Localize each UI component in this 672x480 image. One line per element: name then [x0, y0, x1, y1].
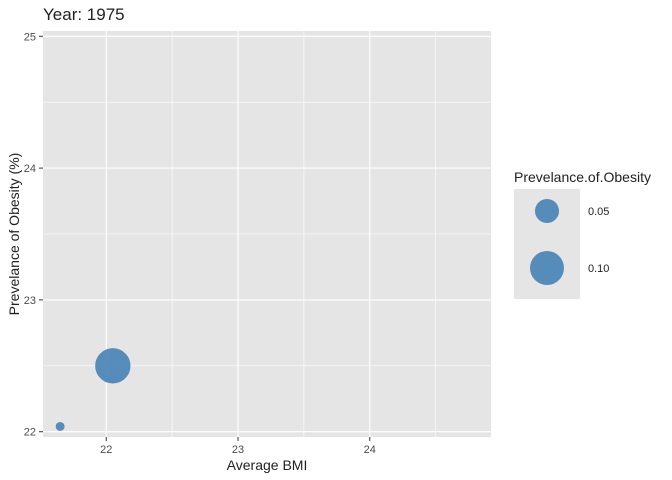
- x-axis-ticks: 22 23 24: [100, 437, 376, 456]
- size-legend: Prevelance.of.Obesity 0.05 0.10: [514, 169, 651, 299]
- legend-key-circle: [530, 251, 564, 285]
- y-axis-label: Prevelance of Obesity (%): [6, 153, 22, 316]
- y-tick-label: 23: [24, 295, 36, 307]
- x-tick-label: 24: [364, 444, 376, 456]
- legend-key-label: 0.05: [588, 206, 609, 218]
- x-tick-label: 23: [232, 444, 244, 456]
- y-axis-ticks: 22 23 24 25: [24, 31, 43, 439]
- data-point: [95, 348, 131, 384]
- legend-key-label: 0.10: [588, 263, 609, 275]
- data-point: [55, 421, 65, 431]
- y-tick-label: 24: [24, 163, 36, 175]
- legend-keys: 0.05 0.10: [530, 198, 609, 285]
- x-tick-label: 22: [100, 444, 112, 456]
- data-points: [55, 348, 131, 431]
- legend-key-circle: [534, 198, 560, 224]
- y-tick-label: 22: [24, 427, 36, 439]
- legend-title: Prevelance.of.Obesity: [514, 169, 651, 185]
- chart-title: Year: 1975: [43, 5, 125, 24]
- y-tick-label: 25: [24, 31, 36, 43]
- x-axis-label: Average BMI: [227, 457, 308, 473]
